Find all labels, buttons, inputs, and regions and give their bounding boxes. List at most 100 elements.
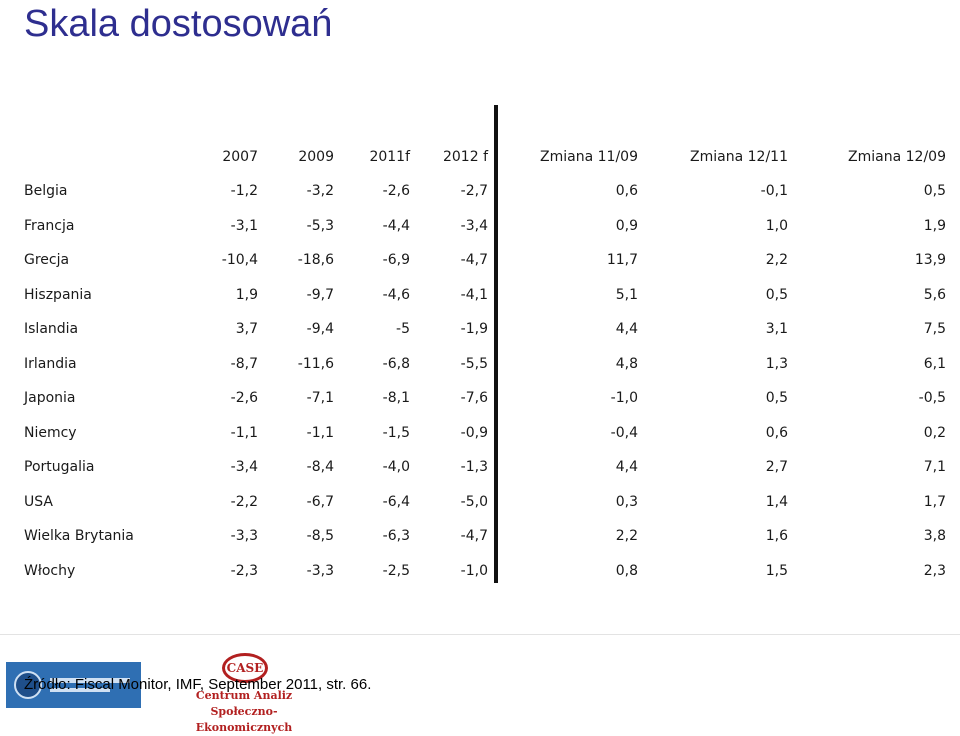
page-title: Skala dostosowań [24, 3, 333, 45]
value-cell: 3,7 [235, 321, 258, 338]
value-cell: -8,5 [306, 528, 334, 545]
table-row: Grecja -10,4 -18,6 -6,9 -4,7 11,7 2,2 13,9 [22, 243, 946, 278]
value-cell: 0,5 [923, 183, 946, 200]
table-row: Japonia -2,6 -7,1 -8,1 -7,6 -1,0 0,5 -0,5 [22, 381, 946, 416]
value-cell: 4,8 [615, 355, 638, 372]
value-cell: -6,4 [382, 493, 410, 510]
org-name: Centrum Analiz Społeczno-Ekonomicznych [195, 689, 293, 734]
value-cell: -4,4 [382, 217, 410, 234]
value-cell: -0,1 [760, 183, 788, 200]
header-cell-2011f: 2011f [369, 149, 410, 165]
value-cell: 2,3 [923, 562, 946, 579]
footer-divider [0, 634, 960, 635]
value-cell: -1,3 [460, 459, 488, 476]
value-cell: -5,3 [306, 217, 334, 234]
case-logo: CASE [222, 653, 268, 683]
value-cell: -4,6 [382, 286, 410, 303]
value-cell: -6,7 [306, 493, 334, 510]
value-cell: -0,9 [460, 424, 488, 441]
value-cell: -2,5 [382, 562, 410, 579]
value-cell: -4,0 [382, 459, 410, 476]
value-cell: -5 [396, 321, 410, 338]
value-cell: -1,1 [306, 424, 334, 441]
country-cell: Belgia [24, 183, 68, 200]
header-cell-country [22, 140, 172, 174]
value-cell: -3,2 [306, 183, 334, 200]
value-cell: 5,6 [923, 286, 946, 303]
value-cell: 13,9 [914, 252, 946, 269]
country-cell: Japonia [24, 390, 76, 407]
globe-icon [14, 671, 42, 699]
value-cell: 5,1 [615, 286, 638, 303]
data-table: 2007 2009 2011f 2012 f Zmiana 11/09 Zmia… [22, 140, 946, 588]
value-cell: 1,9 [235, 286, 258, 303]
value-cell: -4,7 [460, 252, 488, 269]
value-cell: 0,5 [765, 390, 788, 407]
value-cell: 4,4 [615, 459, 638, 476]
country-cell: Portugalia [24, 459, 95, 476]
country-cell: Włochy [24, 562, 76, 579]
value-cell: -18,6 [297, 252, 334, 269]
country-cell: Wielka Brytania [24, 528, 134, 545]
logo-bar [50, 678, 130, 683]
header-cell-change-12-11: Zmiana 12/11 [690, 149, 788, 165]
table-row: Wielka Brytania -3,3 -8,5 -6,3 -4,7 2,2 1,6 3,8 [22, 519, 946, 554]
value-cell: -4,1 [460, 286, 488, 303]
value-cell: -3,3 [230, 528, 258, 545]
value-cell: 1,6 [765, 528, 788, 545]
value-cell: 1,9 [923, 217, 946, 234]
value-cell: 6,1 [923, 355, 946, 372]
value-cell: -3,3 [306, 562, 334, 579]
header-cell-2007: 2007 [222, 149, 258, 165]
value-cell: 0,9 [615, 217, 638, 234]
source-note: Źródło: Fiscal Monitor, IMF, September 2… [24, 676, 372, 693]
value-cell: -9,4 [306, 321, 334, 338]
value-cell: 7,1 [923, 459, 946, 476]
column-separator [494, 105, 498, 583]
value-cell: -8,1 [382, 390, 410, 407]
value-cell: -11,6 [297, 355, 334, 372]
value-cell: -2,7 [460, 183, 488, 200]
value-cell: 2,7 [765, 459, 788, 476]
value-cell: -1,0 [460, 562, 488, 579]
value-cell: -3,1 [230, 217, 258, 234]
country-cell: USA [24, 493, 53, 510]
value-cell: 1,5 [765, 562, 788, 579]
value-cell: -8,4 [306, 459, 334, 476]
value-cell: -6,8 [382, 355, 410, 372]
table-row: USA -2,2 -6,7 -6,4 -5,0 0,3 1,4 1,7 [22, 485, 946, 520]
table-row: Irlandia -8,7 -11,6 -6,8 -5,5 4,8 1,3 6,1 [22, 347, 946, 382]
value-cell: -10,4 [221, 252, 258, 269]
header-cell-change-12-09: Zmiana 12/09 [848, 149, 946, 165]
value-cell: -9,7 [306, 286, 334, 303]
value-cell: -0,4 [610, 424, 638, 441]
country-cell: Niemcy [24, 424, 77, 441]
value-cell: -8,7 [230, 355, 258, 372]
value-cell: -7,6 [460, 390, 488, 407]
value-cell: 2,2 [765, 252, 788, 269]
value-cell: -1,0 [610, 390, 638, 407]
value-cell: 0,5 [765, 286, 788, 303]
logo-bar [50, 688, 110, 692]
value-cell: -6,3 [382, 528, 410, 545]
value-cell: -1,5 [382, 424, 410, 441]
country-cell: Hiszpania [24, 286, 92, 303]
table-row: Francja -3,1 -5,3 -4,4 -3,4 0,9 1,0 1,9 [22, 209, 946, 244]
value-cell: 0,3 [615, 493, 638, 510]
value-cell: 2,2 [615, 528, 638, 545]
value-cell: 11,7 [606, 252, 638, 269]
table-row: Belgia -1,2 -3,2 -2,6 -2,7 0,6 -0,1 0,5 [22, 174, 946, 209]
value-cell: 0,6 [765, 424, 788, 441]
value-cell: 0,8 [615, 562, 638, 579]
country-cell: Islandia [24, 321, 79, 338]
country-cell: Francja [24, 217, 75, 234]
value-cell: 1,4 [765, 493, 788, 510]
value-cell: 3,1 [765, 321, 788, 338]
partner-logo [6, 662, 141, 708]
table-header-row: 2007 2009 2011f 2012 f Zmiana 11/09 Zmia… [22, 140, 946, 174]
table-row: Niemcy -1,1 -1,1 -1,5 -0,9 -0,4 0,6 0,2 [22, 416, 946, 451]
value-cell: -2,3 [230, 562, 258, 579]
value-cell: -4,7 [460, 528, 488, 545]
value-cell: 1,3 [765, 355, 788, 372]
table-row: Islandia 3,7 -9,4 -5 -1,9 4,4 3,1 7,5 [22, 312, 946, 347]
